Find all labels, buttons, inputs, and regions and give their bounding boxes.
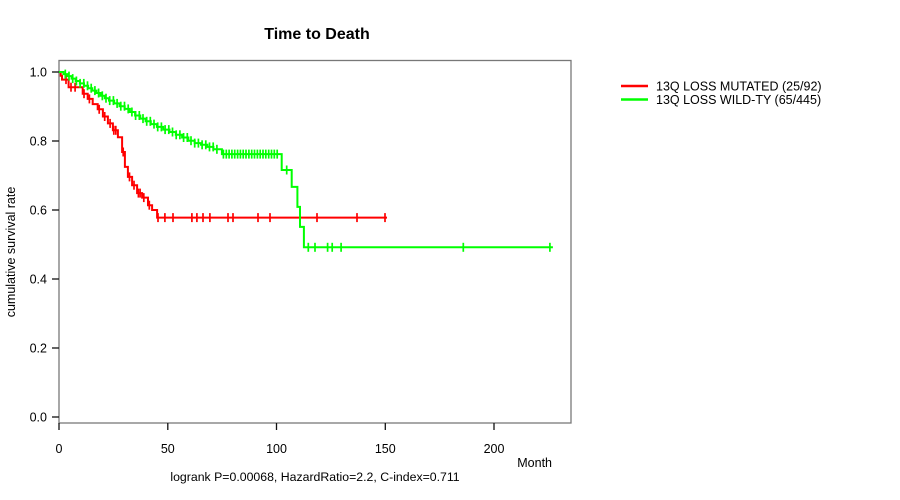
curves [59, 69, 553, 252]
x-tick-label: 200 [484, 442, 505, 456]
x-axis-label: Month [517, 456, 552, 470]
legend-label-wildtype: 13Q LOSS WILD-TY (65/445) [656, 93, 821, 107]
x-tick-label: 0 [56, 442, 63, 456]
survival-curve-0 [59, 71, 387, 219]
x-tick-label: 150 [375, 442, 396, 456]
axes: 0.0 0.2 0.4 0.6 0.8 1.0 0 50 100 150 200 [30, 65, 505, 456]
survival-curve-1 [59, 71, 553, 249]
x-tick-label: 100 [266, 442, 287, 456]
y-tick-label: 0.4 [30, 272, 47, 286]
x-tick-label: 50 [161, 442, 175, 456]
legend-label-mutated: 13Q LOSS MUTATED (25/92) [656, 80, 822, 94]
chart-title: Time to Death [264, 26, 370, 43]
y-tick-label: 0.6 [30, 203, 47, 217]
y-tick-label: 0.0 [30, 410, 47, 424]
y-tick-label: 0.8 [30, 134, 47, 148]
y-tick-label: 1.0 [30, 65, 47, 79]
y-tick-label: 0.2 [30, 341, 47, 355]
plot-box [58, 59, 572, 424]
y-axis-label: cumulative survival rate [4, 187, 18, 318]
legend: 13Q LOSS MUTATED (25/92) 13Q LOSS WILD-T… [621, 80, 822, 107]
stats-annotation: logrank P=0.00068, HazardRatio=2.2, C-in… [170, 470, 459, 484]
